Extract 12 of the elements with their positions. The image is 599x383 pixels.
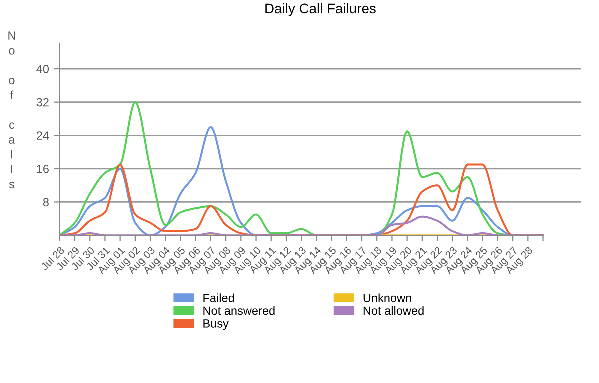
legend-label: Busy <box>204 320 229 330</box>
legend-label: Not allowed <box>364 306 424 316</box>
y-tick-label: 16 <box>37 164 49 174</box>
legend-label: Unknown <box>364 294 412 302</box>
chart-title: Daily Call Failures <box>266 3 376 16</box>
y-tick-label: 32 <box>36 98 49 107</box>
legend-label: Failed <box>204 294 234 302</box>
y-tick-label: 8 <box>43 198 49 207</box>
text: No of calls <box>8 32 16 189</box>
legend-label: Not answered <box>204 306 275 316</box>
y-tick-label: 24 <box>36 132 50 140</box>
y-tick-label: 40 <box>36 65 50 74</box>
